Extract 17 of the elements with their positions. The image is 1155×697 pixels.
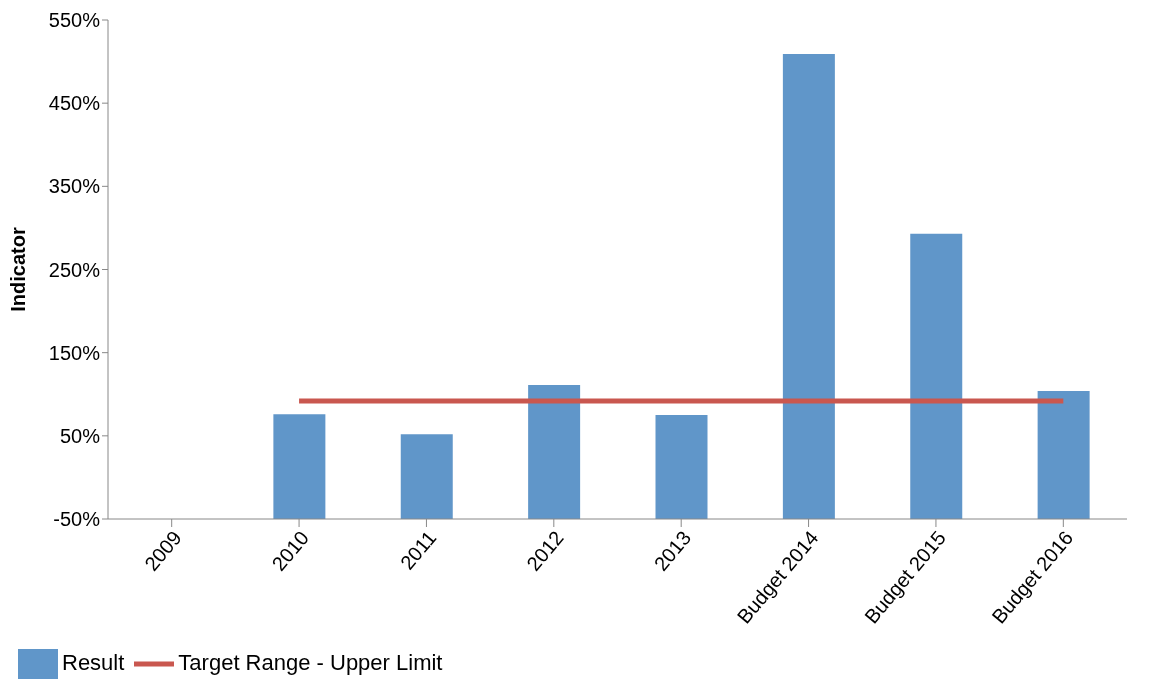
bar [528, 385, 581, 519]
bar [782, 54, 835, 519]
bar [910, 233, 963, 519]
bar [400, 434, 453, 519]
y-tick-label: 450% [48, 92, 101, 115]
y-tick-label: 250% [48, 258, 101, 281]
y-tick-label: 550% [48, 9, 101, 32]
y-tick-label: 50% [59, 424, 101, 447]
legend-label: Target Range - Upper Limit [178, 649, 443, 675]
legend-label: Result [62, 649, 125, 675]
y-tick-label: -50% [53, 508, 101, 531]
y-axis-title: Indicator [7, 227, 30, 312]
y-tick-label: 150% [48, 341, 101, 364]
bar [1037, 390, 1090, 519]
bar [655, 415, 708, 519]
y-tick-label: 350% [48, 175, 101, 198]
bar [273, 414, 326, 519]
